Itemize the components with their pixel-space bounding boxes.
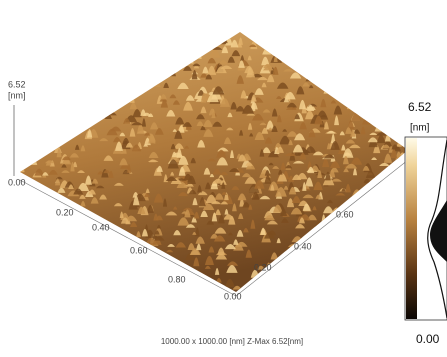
surface-peak — [189, 54, 193, 63]
x-tick-label: 0.40 — [92, 222, 110, 232]
surface-peak — [359, 192, 363, 194]
surface-peak — [349, 86, 358, 96]
surface-peak — [392, 176, 397, 179]
surface-peak — [335, 87, 343, 91]
surface-peak — [130, 95, 135, 103]
surface-peak — [383, 182, 392, 190]
surface-peak — [389, 185, 397, 189]
surface-peak — [194, 51, 201, 59]
colorbar-unit: [nm] — [410, 123, 430, 134]
surface-peak — [323, 87, 332, 94]
page: {"z_axis": {"max_label": "6.52", "unit":… — [0, 0, 447, 352]
caption: 1000.00 x 1000.00 [nm] Z-Max 6.52[nm] — [161, 337, 303, 346]
surface-peak — [387, 128, 394, 136]
surface-peak — [304, 71, 312, 75]
surface-peak — [386, 175, 392, 183]
surface-peak — [362, 117, 374, 125]
surface-peak — [352, 97, 358, 104]
surface-peak — [383, 125, 389, 132]
x-tick-label: 0.20 — [56, 207, 74, 217]
surface-peak — [283, 52, 292, 59]
surface-peak — [314, 231, 322, 237]
x-tick-label: 0.80 — [168, 274, 186, 284]
surface-peak — [330, 83, 340, 93]
surface-peak — [391, 164, 397, 168]
z-min-label: 0.00 — [8, 177, 26, 187]
surface-peak — [377, 192, 381, 196]
surface-peak — [380, 116, 390, 123]
colorbar-max: 6.52 — [408, 100, 432, 114]
surface-peak — [400, 126, 409, 133]
y-tick-label: 0.60 — [336, 209, 354, 219]
surface-peak — [217, 35, 227, 43]
colorbar — [406, 138, 417, 319]
y-tick-label: 0.20 — [254, 262, 272, 272]
x-tick-label: 0.60 — [130, 245, 148, 255]
surface-peak — [305, 78, 313, 82]
surface-peak — [329, 87, 340, 91]
surface-peak — [326, 80, 338, 86]
surface-peak — [327, 217, 335, 221]
surface-peak — [347, 102, 353, 109]
surface-peak — [375, 117, 386, 125]
surface-peak — [379, 177, 391, 181]
surface-peak — [151, 82, 161, 87]
surface-peak — [337, 221, 344, 224]
surface-peak — [375, 124, 386, 131]
surface-peak — [393, 136, 401, 139]
afm-image: 6.52 [nm] 0.00 0.20 0.40 0.60 0.80 0.00 … — [0, 0, 447, 352]
x-tick-label: 0.00 — [224, 291, 242, 301]
surface-peak — [379, 180, 388, 186]
y-tick-label: 0.40 — [294, 241, 312, 251]
surface-peak — [168, 68, 176, 76]
z-max-label: 6.52 — [8, 79, 26, 89]
surface-peak — [20, 167, 25, 172]
surface-peak — [26, 156, 37, 164]
z-unit: [nm] — [8, 90, 26, 100]
colorbar-min: 0.00 — [416, 332, 440, 346]
surface-peak — [371, 116, 381, 121]
surface-peak — [175, 66, 185, 71]
surface-peak — [383, 183, 388, 191]
surface-peak — [385, 112, 390, 119]
